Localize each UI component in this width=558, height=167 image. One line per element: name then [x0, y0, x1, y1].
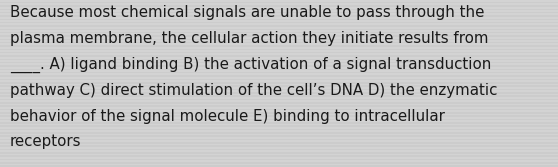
Bar — [0, 132, 558, 134]
Bar — [0, 149, 558, 150]
Bar — [0, 125, 558, 127]
Bar — [0, 82, 558, 84]
Bar — [0, 135, 558, 137]
Bar — [0, 12, 558, 13]
Bar — [0, 22, 558, 23]
Bar — [0, 145, 558, 147]
Bar — [0, 92, 558, 94]
Text: receptors: receptors — [10, 134, 81, 149]
Bar — [0, 72, 558, 73]
Text: ____. A) ligand binding B) the activation of a signal transduction: ____. A) ligand binding B) the activatio… — [10, 57, 492, 73]
Bar — [0, 59, 558, 60]
Bar — [0, 25, 558, 27]
Bar — [0, 99, 558, 100]
Bar — [0, 32, 558, 33]
Bar — [0, 159, 558, 160]
Bar — [0, 69, 558, 70]
Bar — [0, 142, 558, 144]
Bar — [0, 2, 558, 3]
Bar — [0, 105, 558, 107]
Bar — [0, 129, 558, 130]
Bar — [0, 155, 558, 157]
Bar — [0, 49, 558, 50]
Bar — [0, 19, 558, 20]
Bar — [0, 102, 558, 104]
Text: behavior of the signal molecule E) binding to intracellular: behavior of the signal molecule E) bindi… — [10, 109, 445, 124]
Bar — [0, 162, 558, 164]
Bar — [0, 75, 558, 77]
Bar — [0, 119, 558, 120]
Bar — [0, 15, 558, 17]
Bar — [0, 109, 558, 110]
Bar — [0, 65, 558, 67]
Text: plasma membrane, the cellular action they initiate results from: plasma membrane, the cellular action the… — [10, 31, 489, 46]
Bar — [0, 9, 558, 10]
Bar — [0, 89, 558, 90]
Bar — [0, 165, 558, 167]
Bar — [0, 5, 558, 7]
Bar — [0, 79, 558, 80]
Bar — [0, 29, 558, 30]
Text: pathway C) direct stimulation of the cell’s DNA D) the enzymatic: pathway C) direct stimulation of the cel… — [10, 83, 497, 98]
Bar — [0, 35, 558, 37]
Bar — [0, 85, 558, 87]
Bar — [0, 42, 558, 43]
Bar — [0, 45, 558, 47]
Bar — [0, 95, 558, 97]
Bar — [0, 55, 558, 57]
Bar — [0, 122, 558, 124]
Bar — [0, 115, 558, 117]
Bar — [0, 39, 558, 40]
Bar — [0, 112, 558, 114]
Bar — [0, 52, 558, 53]
Bar — [0, 152, 558, 154]
Bar — [0, 139, 558, 140]
Bar — [0, 62, 558, 63]
Text: Because most chemical signals are unable to pass through the: Because most chemical signals are unable… — [10, 5, 484, 20]
